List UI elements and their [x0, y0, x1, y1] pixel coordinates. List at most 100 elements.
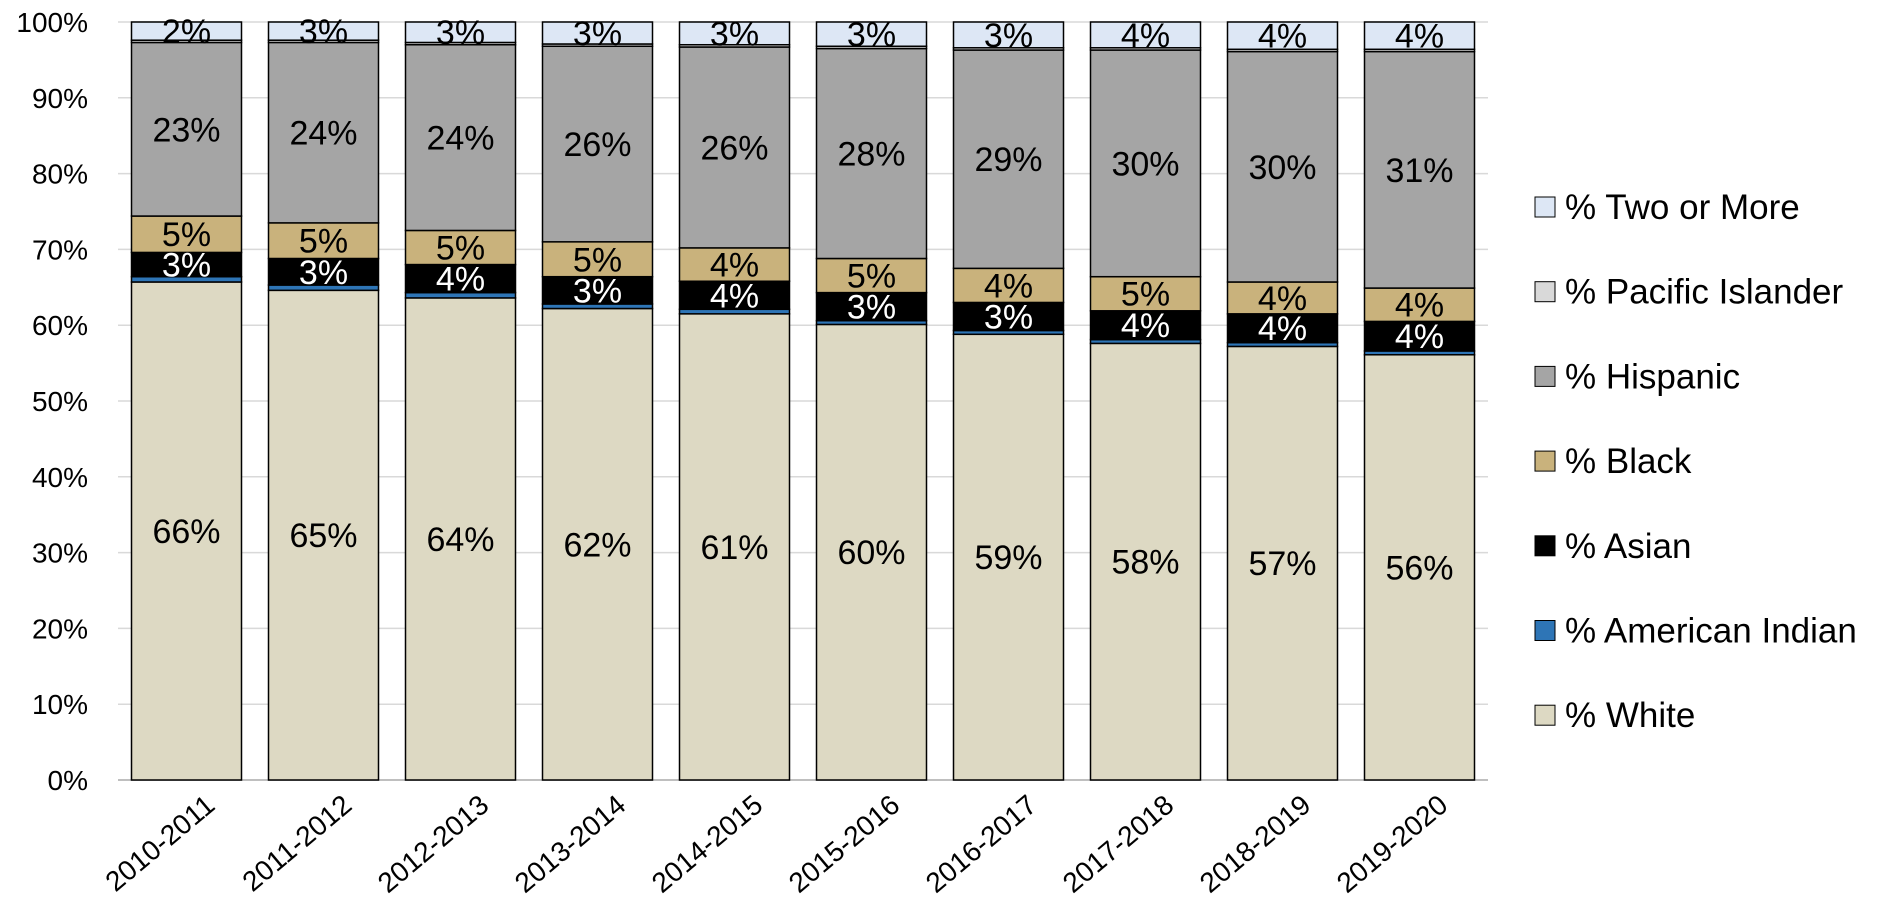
- bar-segment: [267, 222, 380, 260]
- y-tick-label: 30%: [32, 538, 88, 569]
- data-label: 3%: [984, 17, 1033, 55]
- bar-segment: [952, 49, 1065, 270]
- bars: [130, 21, 1476, 781]
- x-tick-label: 2017-2018: [1057, 789, 1180, 899]
- data-label: 24%: [426, 120, 494, 158]
- legend-swatch: [1534, 450, 1556, 472]
- legend-swatch: [1534, 704, 1556, 726]
- x-tick-label: 2010-2011: [99, 789, 220, 897]
- data-label: 3%: [847, 16, 896, 54]
- data-label: 4%: [1395, 287, 1444, 325]
- data-labels: 66%3%5%23%2%65%3%5%24%3%64%4%5%24%3%62%3…: [152, 13, 1453, 587]
- x-tick-label: 2016-2017: [920, 789, 1043, 899]
- x-tick-label: 2018-2019: [1194, 789, 1317, 899]
- bar-segment: [404, 21, 517, 44]
- bar-segment: [678, 247, 791, 282]
- data-label: 4%: [1395, 18, 1444, 56]
- bar-segment: [952, 333, 1065, 781]
- x-tick-label: 2014-2015: [646, 789, 769, 899]
- bar-segment: [1089, 49, 1202, 278]
- data-label: 4%: [1258, 18, 1307, 56]
- x-tick-label: 2015-2016: [783, 789, 906, 899]
- legend-swatch: [1534, 535, 1556, 557]
- y-tick-label: 80%: [32, 159, 88, 190]
- bar-segment: [1089, 310, 1202, 341]
- data-label: 23%: [152, 111, 220, 149]
- x-tick-label: 2013-2014: [509, 789, 632, 899]
- bar-segment: [678, 21, 791, 46]
- data-label: 30%: [1111, 145, 1179, 183]
- data-label: 5%: [436, 230, 485, 268]
- legend-label: % Black: [1565, 442, 1692, 481]
- data-label: 60%: [837, 534, 905, 572]
- bar-segment: [1363, 354, 1476, 781]
- legend-label: % American Indian: [1565, 612, 1857, 651]
- data-label: 26%: [700, 129, 768, 167]
- data-label: 66%: [152, 513, 220, 551]
- y-tick-label: 10%: [32, 689, 88, 720]
- data-label: 5%: [847, 258, 896, 296]
- x-tick-label: 2019-2020: [1331, 789, 1454, 899]
- bar-segment: [952, 21, 1065, 49]
- data-label: 28%: [837, 136, 905, 174]
- legend-swatch: [1534, 365, 1556, 387]
- bar-segment: [130, 281, 243, 781]
- data-label: 3%: [847, 289, 896, 327]
- y-axis: 0% 10% 20% 30% 40% 50% 60% 70% 80% 90% 100%: [16, 7, 88, 796]
- bar-segment: [1089, 21, 1202, 49]
- data-label: 3%: [162, 247, 211, 285]
- bar-segment: [1089, 342, 1202, 781]
- data-label: 31%: [1385, 152, 1453, 190]
- data-label: 3%: [436, 14, 485, 52]
- bar-segment: [1363, 320, 1476, 352]
- bar-segment: [267, 21, 380, 41]
- data-label: 5%: [1121, 276, 1170, 314]
- data-label: 58%: [1111, 544, 1179, 582]
- y-tick-label: 50%: [32, 386, 88, 417]
- bar-segment: [130, 251, 243, 278]
- data-label: 59%: [974, 539, 1042, 577]
- data-label: 65%: [289, 517, 357, 555]
- bar-segment: [541, 45, 654, 243]
- data-label: 5%: [162, 216, 211, 254]
- data-label: 64%: [426, 521, 494, 559]
- legend-label: % White: [1565, 696, 1695, 735]
- data-label: 24%: [289, 115, 357, 153]
- legend-swatch: [1534, 620, 1556, 641]
- x-axis: 2010-2011 2011-2012 2012-2013 2013-2014 2014…: [99, 789, 1453, 899]
- data-label: 4%: [1121, 307, 1170, 345]
- legend-swatch: [1534, 196, 1556, 218]
- y-tick-label: 0%: [48, 765, 88, 796]
- data-label: 4%: [710, 247, 759, 285]
- bar-segment: [952, 301, 1065, 332]
- data-label: 3%: [573, 272, 622, 310]
- y-tick-label: 70%: [32, 234, 88, 265]
- data-label: 5%: [573, 241, 622, 279]
- bar-segment: [1226, 50, 1339, 283]
- data-label: 4%: [710, 277, 759, 315]
- data-label: 4%: [1258, 280, 1307, 318]
- legend-label: % Hispanic: [1565, 357, 1740, 396]
- data-label: 56%: [1385, 549, 1453, 587]
- y-tick-label: 100%: [16, 7, 88, 38]
- bar-segment: [130, 21, 243, 41]
- data-label: 30%: [1248, 149, 1316, 187]
- data-label: 3%: [299, 13, 348, 51]
- bar-segment: [130, 41, 243, 217]
- bar-segment: [1089, 275, 1202, 312]
- x-tick-label: 2012-2013: [372, 789, 495, 899]
- bar-segment: [815, 21, 928, 48]
- data-label: 4%: [1258, 310, 1307, 348]
- bar-segment: [267, 289, 380, 781]
- bar-segment: [541, 307, 654, 781]
- data-label: 3%: [710, 15, 759, 53]
- bar-segment: [1226, 281, 1339, 315]
- data-label: 3%: [984, 298, 1033, 336]
- data-label: 4%: [1395, 318, 1444, 356]
- x-tick-label: 2011-2012: [236, 789, 357, 897]
- bar-segment: [1363, 287, 1476, 323]
- y-tick-label: 60%: [32, 310, 88, 341]
- y-tick-label: 20%: [32, 613, 88, 644]
- legend-label: % Two or More: [1565, 188, 1800, 227]
- data-label: 4%: [984, 267, 1033, 305]
